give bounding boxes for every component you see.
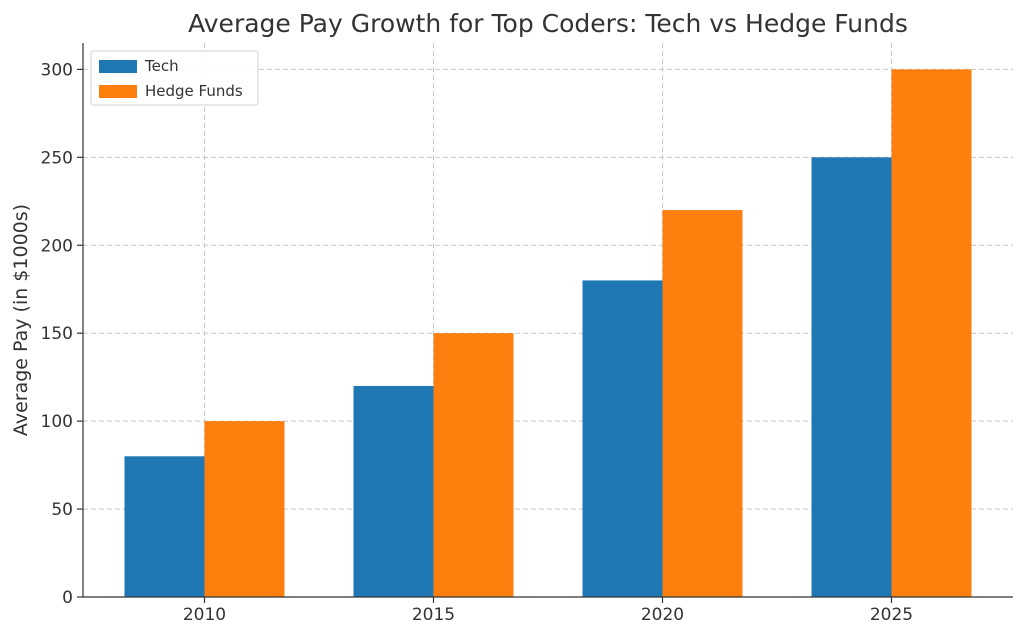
bar-tech <box>582 280 663 597</box>
y-tick-label: 50 <box>51 500 73 520</box>
bar-hedge-funds <box>204 421 285 597</box>
x-tick-label: 2025 <box>870 605 913 625</box>
y-tick-label: 300 <box>41 60 73 80</box>
y-tick-label: 0 <box>62 588 73 608</box>
legend-swatch-tech <box>99 60 137 73</box>
legend-label: Tech <box>144 57 179 75</box>
tick-labels: 0 50 100 150 200 250 300 2010 2015 2020 2025 <box>41 60 914 625</box>
y-tick-label: 100 <box>41 412 73 432</box>
chart-title: Average Pay Growth for Top Coders: Tech … <box>188 9 908 38</box>
x-tick-label: 2010 <box>183 605 226 625</box>
bars <box>124 69 972 598</box>
legend-swatch-hedge-funds <box>99 85 137 98</box>
bar-tech <box>811 157 892 598</box>
y-tick-label: 150 <box>41 324 73 344</box>
y-tick-label: 250 <box>41 148 73 168</box>
bar-hedge-funds <box>662 210 743 598</box>
bar-tech <box>124 456 205 597</box>
legend-label: Hedge Funds <box>145 82 243 100</box>
x-tick-label: 2015 <box>412 605 455 625</box>
bar-tech <box>353 385 434 597</box>
y-axis-label: Average Pay (in $1000s) <box>10 204 32 436</box>
legend: Tech Hedge Funds <box>90 50 259 106</box>
y-tick-label: 200 <box>41 236 73 256</box>
bar-hedge-funds <box>433 333 514 597</box>
axes <box>82 43 1013 598</box>
bar-hedge-funds <box>891 69 972 597</box>
x-tick-label: 2020 <box>641 605 684 625</box>
